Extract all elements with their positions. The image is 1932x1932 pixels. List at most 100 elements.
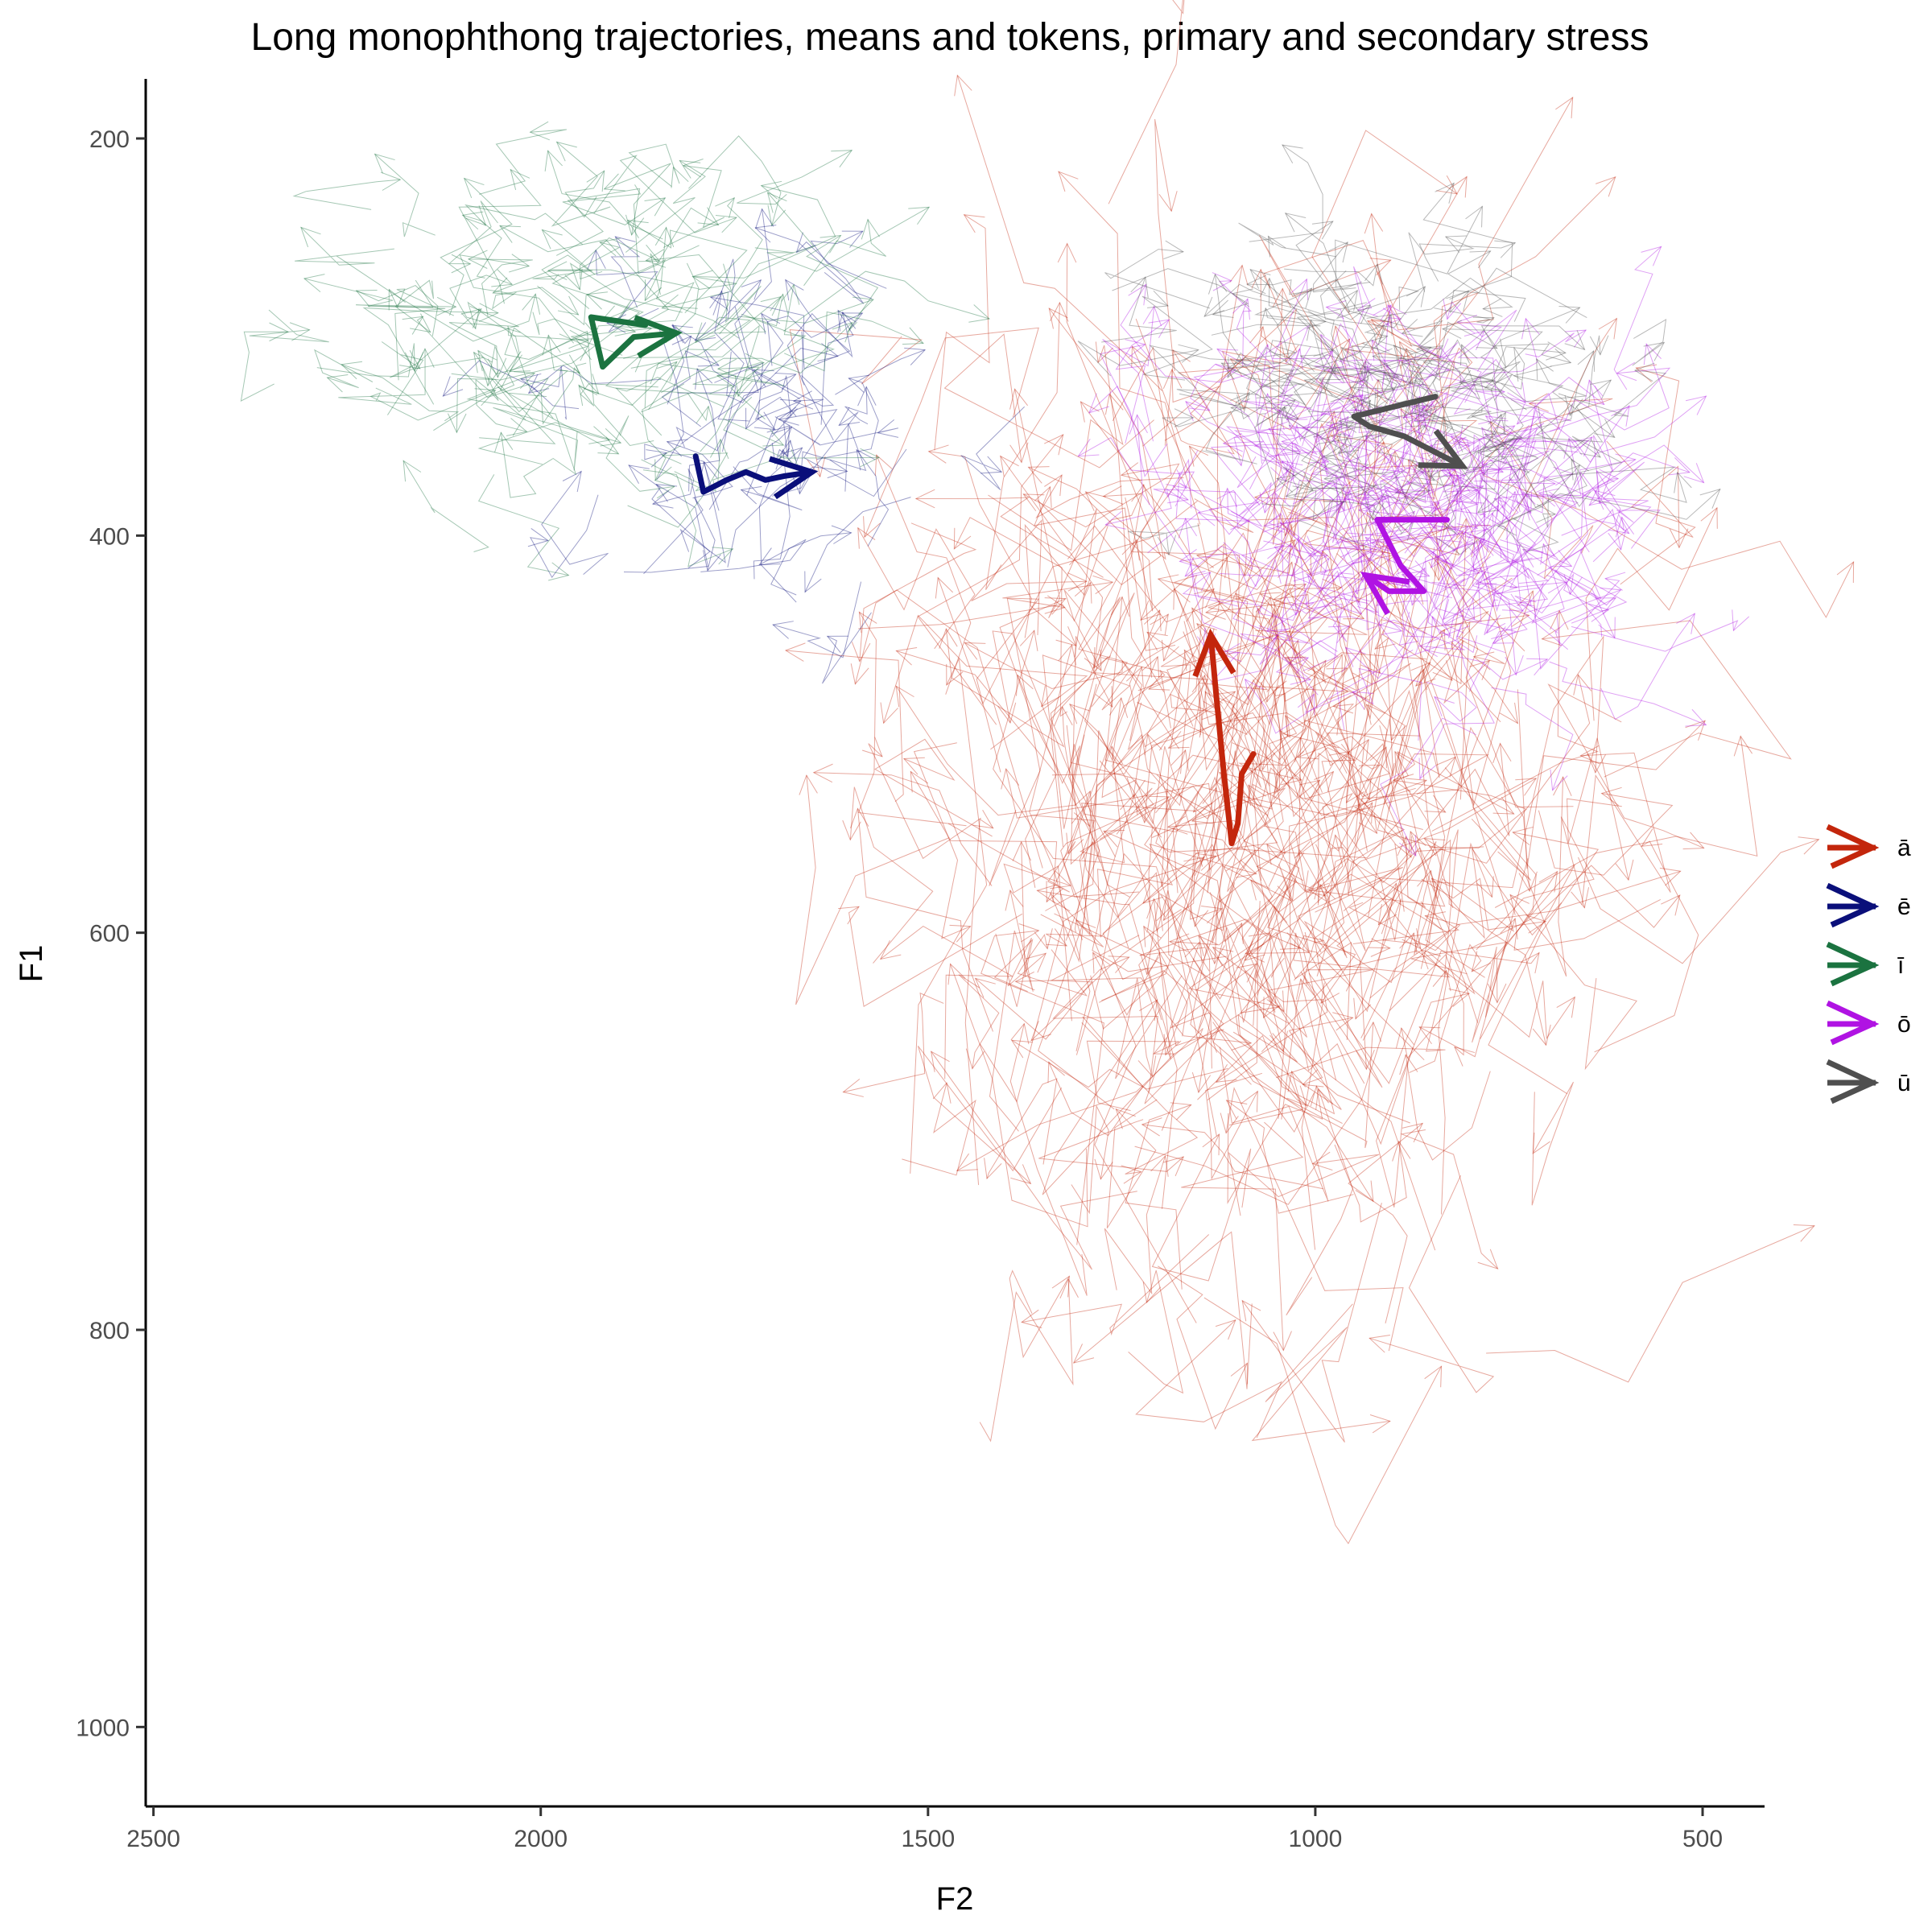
token-trajectory <box>641 366 760 413</box>
token-trajectory <box>1338 424 1381 463</box>
token-arrowhead <box>1435 756 1456 778</box>
token-arrowhead <box>1212 272 1232 291</box>
token-arrowhead <box>1226 922 1244 944</box>
token-arrowhead <box>587 249 606 270</box>
token-arrowhead <box>1476 876 1494 898</box>
token-trajectory <box>1179 482 1301 553</box>
token-arrowhead <box>858 611 877 634</box>
token-arrowhead <box>1493 432 1514 452</box>
token-arrowhead <box>1364 436 1386 453</box>
token-arrowhead <box>1456 315 1478 334</box>
token-trajectory <box>667 441 733 499</box>
token-arrowhead <box>1245 943 1265 963</box>
token-arrowhead <box>716 369 737 388</box>
token-arrowhead <box>1558 305 1581 324</box>
token-trajectory <box>937 501 1198 705</box>
token-trajectory <box>943 333 1154 469</box>
legend-label: ē <box>1897 894 1911 920</box>
token-arrowhead <box>1546 341 1567 361</box>
token-trajectory <box>1360 591 1534 912</box>
token-arrowhead <box>838 906 860 925</box>
token-arrowhead <box>1084 650 1102 672</box>
token-trajectory <box>986 1078 1058 1179</box>
token-trajectory <box>477 333 589 375</box>
token-arrowhead <box>1536 504 1557 523</box>
token-trajectory <box>1042 613 1169 847</box>
token-arrowhead <box>1021 1309 1042 1328</box>
token-arrowhead <box>1121 1165 1142 1184</box>
token-trajectory <box>1141 1124 1323 1190</box>
token-trajectory <box>1048 308 1209 678</box>
token-arrowhead <box>1058 171 1079 192</box>
token-trajectory <box>1507 379 1612 443</box>
token-trajectory <box>1373 413 1429 484</box>
token-arrowhead <box>1249 269 1271 289</box>
token-arrowhead <box>1472 450 1494 471</box>
token-arrowhead <box>1148 795 1170 814</box>
token-arrowhead <box>1432 660 1453 682</box>
token-arrowhead <box>341 361 363 380</box>
chart-title: Long monophthong trajectories, means and… <box>251 16 1649 59</box>
token-trajectory <box>1335 206 1483 288</box>
token-trajectory <box>1342 669 1377 834</box>
token-arrowhead <box>494 431 514 453</box>
token-trajectory <box>1410 397 1505 448</box>
token-trajectory <box>1316 543 1379 642</box>
token-trajectory <box>1369 436 1467 494</box>
token-arrowhead <box>1414 462 1435 481</box>
token-arrowhead <box>767 204 786 227</box>
token-trajectory <box>1480 412 1537 457</box>
token-trajectory <box>1435 464 1580 555</box>
token-arrowhead <box>1354 360 1373 382</box>
token-arrowhead <box>644 197 667 217</box>
token-trajectory <box>1238 222 1336 258</box>
token-arrowhead <box>1282 639 1302 662</box>
token-arrowhead <box>1367 488 1388 508</box>
token-arrowhead <box>1599 469 1620 489</box>
token-trajectory <box>1443 491 1516 563</box>
token-trajectory <box>1380 304 1442 387</box>
token-arrowhead <box>1434 555 1452 577</box>
token-trajectory <box>1197 923 1303 1126</box>
token-trajectory <box>1071 1104 1109 1215</box>
token-arrowhead <box>1358 812 1378 835</box>
token-arrowhead <box>709 438 729 460</box>
token-arrowhead <box>997 702 1017 724</box>
token-trajectory <box>1450 559 1517 644</box>
token-trajectory <box>1077 341 1199 377</box>
token-arrowhead <box>1410 662 1431 683</box>
token-arrowhead <box>1377 362 1400 381</box>
token-arrowhead <box>1383 371 1405 391</box>
token-arrowhead <box>1339 289 1358 312</box>
token-trajectory <box>1269 428 1301 534</box>
token-arrowhead <box>562 470 582 493</box>
token-trajectory <box>1418 242 1516 282</box>
token-arrowhead <box>1326 365 1348 384</box>
token-trajectory <box>1233 428 1294 472</box>
token-arrowhead <box>1320 982 1340 1005</box>
token-trajectory <box>1281 838 1443 1120</box>
token-trajectory <box>555 188 641 256</box>
token-trajectory <box>1153 489 1273 530</box>
token-trajectory <box>1424 636 1548 680</box>
token-arrowhead <box>1044 474 1063 497</box>
token-trajectory <box>1501 412 1545 465</box>
token-trajectory <box>1022 1234 1210 1336</box>
token-trajectory <box>1478 427 1538 481</box>
token-trajectory <box>1376 993 1470 1208</box>
token-arrowhead <box>1329 415 1349 438</box>
token-trajectory <box>956 1028 1203 1171</box>
token-arrowhead <box>1362 1021 1382 1042</box>
token-arrowhead <box>1185 401 1206 422</box>
token-trajectory <box>1096 843 1257 938</box>
token-trajectory <box>820 310 854 425</box>
token-trajectory <box>1513 871 1662 951</box>
token-arrowhead <box>1308 547 1329 566</box>
token-trajectory <box>1233 424 1302 464</box>
token-trajectory <box>1100 657 1278 904</box>
token-arrowhead <box>778 440 797 461</box>
token-arrowhead <box>671 335 692 357</box>
token-trajectory <box>1258 345 1369 419</box>
token-arrowhead <box>1669 528 1689 549</box>
token-arrowhead <box>1184 941 1203 964</box>
